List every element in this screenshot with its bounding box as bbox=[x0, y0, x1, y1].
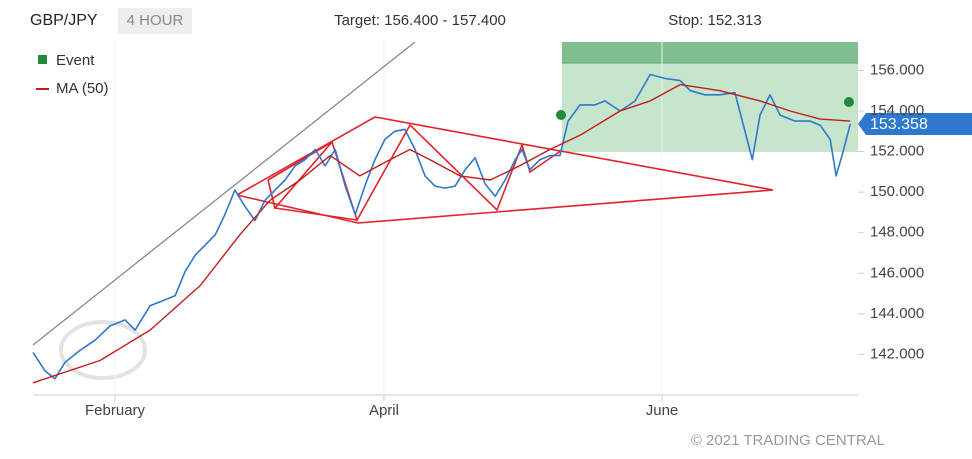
price-tag-box bbox=[858, 113, 972, 136]
y-tick-label: 146.000 bbox=[870, 264, 924, 281]
watermark bbox=[59, 320, 147, 380]
y-tick-label: 152.000 bbox=[870, 143, 924, 160]
legend-event-swatch bbox=[38, 55, 47, 64]
target-annotation: Target: 156.400 - 157.400 bbox=[334, 12, 506, 29]
legend-event: Event bbox=[56, 52, 95, 69]
zigzag bbox=[267, 123, 563, 222]
y-tick-label: 144.000 bbox=[870, 305, 924, 322]
price-tag: 153.358 bbox=[858, 113, 972, 136]
projection-zone bbox=[562, 63, 858, 152]
legend-ma: MA (50) bbox=[56, 80, 109, 97]
grid bbox=[114, 40, 864, 401]
support bbox=[274, 207, 358, 221]
timeframe-badge bbox=[118, 8, 192, 34]
trend-channel bbox=[32, 41, 416, 346]
price-tag-label: 153.358 bbox=[870, 116, 928, 133]
y-tick-label: 156.000 bbox=[870, 61, 924, 78]
target-zone bbox=[562, 42, 858, 63]
x-tick-label: April bbox=[369, 402, 399, 419]
x-tick-label: June bbox=[646, 402, 679, 419]
copyright: © 2021 TRADING CENTRAL bbox=[691, 432, 885, 449]
symbol: GBP/JPY bbox=[30, 12, 98, 29]
ma-line bbox=[32, 83, 851, 384]
y-tick-label: 142.000 bbox=[870, 345, 924, 362]
stop-annotation: Stop: 152.313 bbox=[668, 12, 761, 29]
y-tick-label: 150.000 bbox=[870, 183, 924, 200]
x-tick-label: February bbox=[85, 402, 146, 419]
timeframe: 4 HOUR bbox=[127, 12, 184, 29]
y-tick-label: 154.000 bbox=[870, 102, 924, 119]
series-layer bbox=[32, 73, 852, 384]
y-tick-label: 148.000 bbox=[870, 224, 924, 241]
event-marker bbox=[844, 97, 854, 107]
trend-line bbox=[32, 41, 416, 346]
event-marker bbox=[556, 110, 566, 120]
price-line bbox=[32, 73, 852, 380]
